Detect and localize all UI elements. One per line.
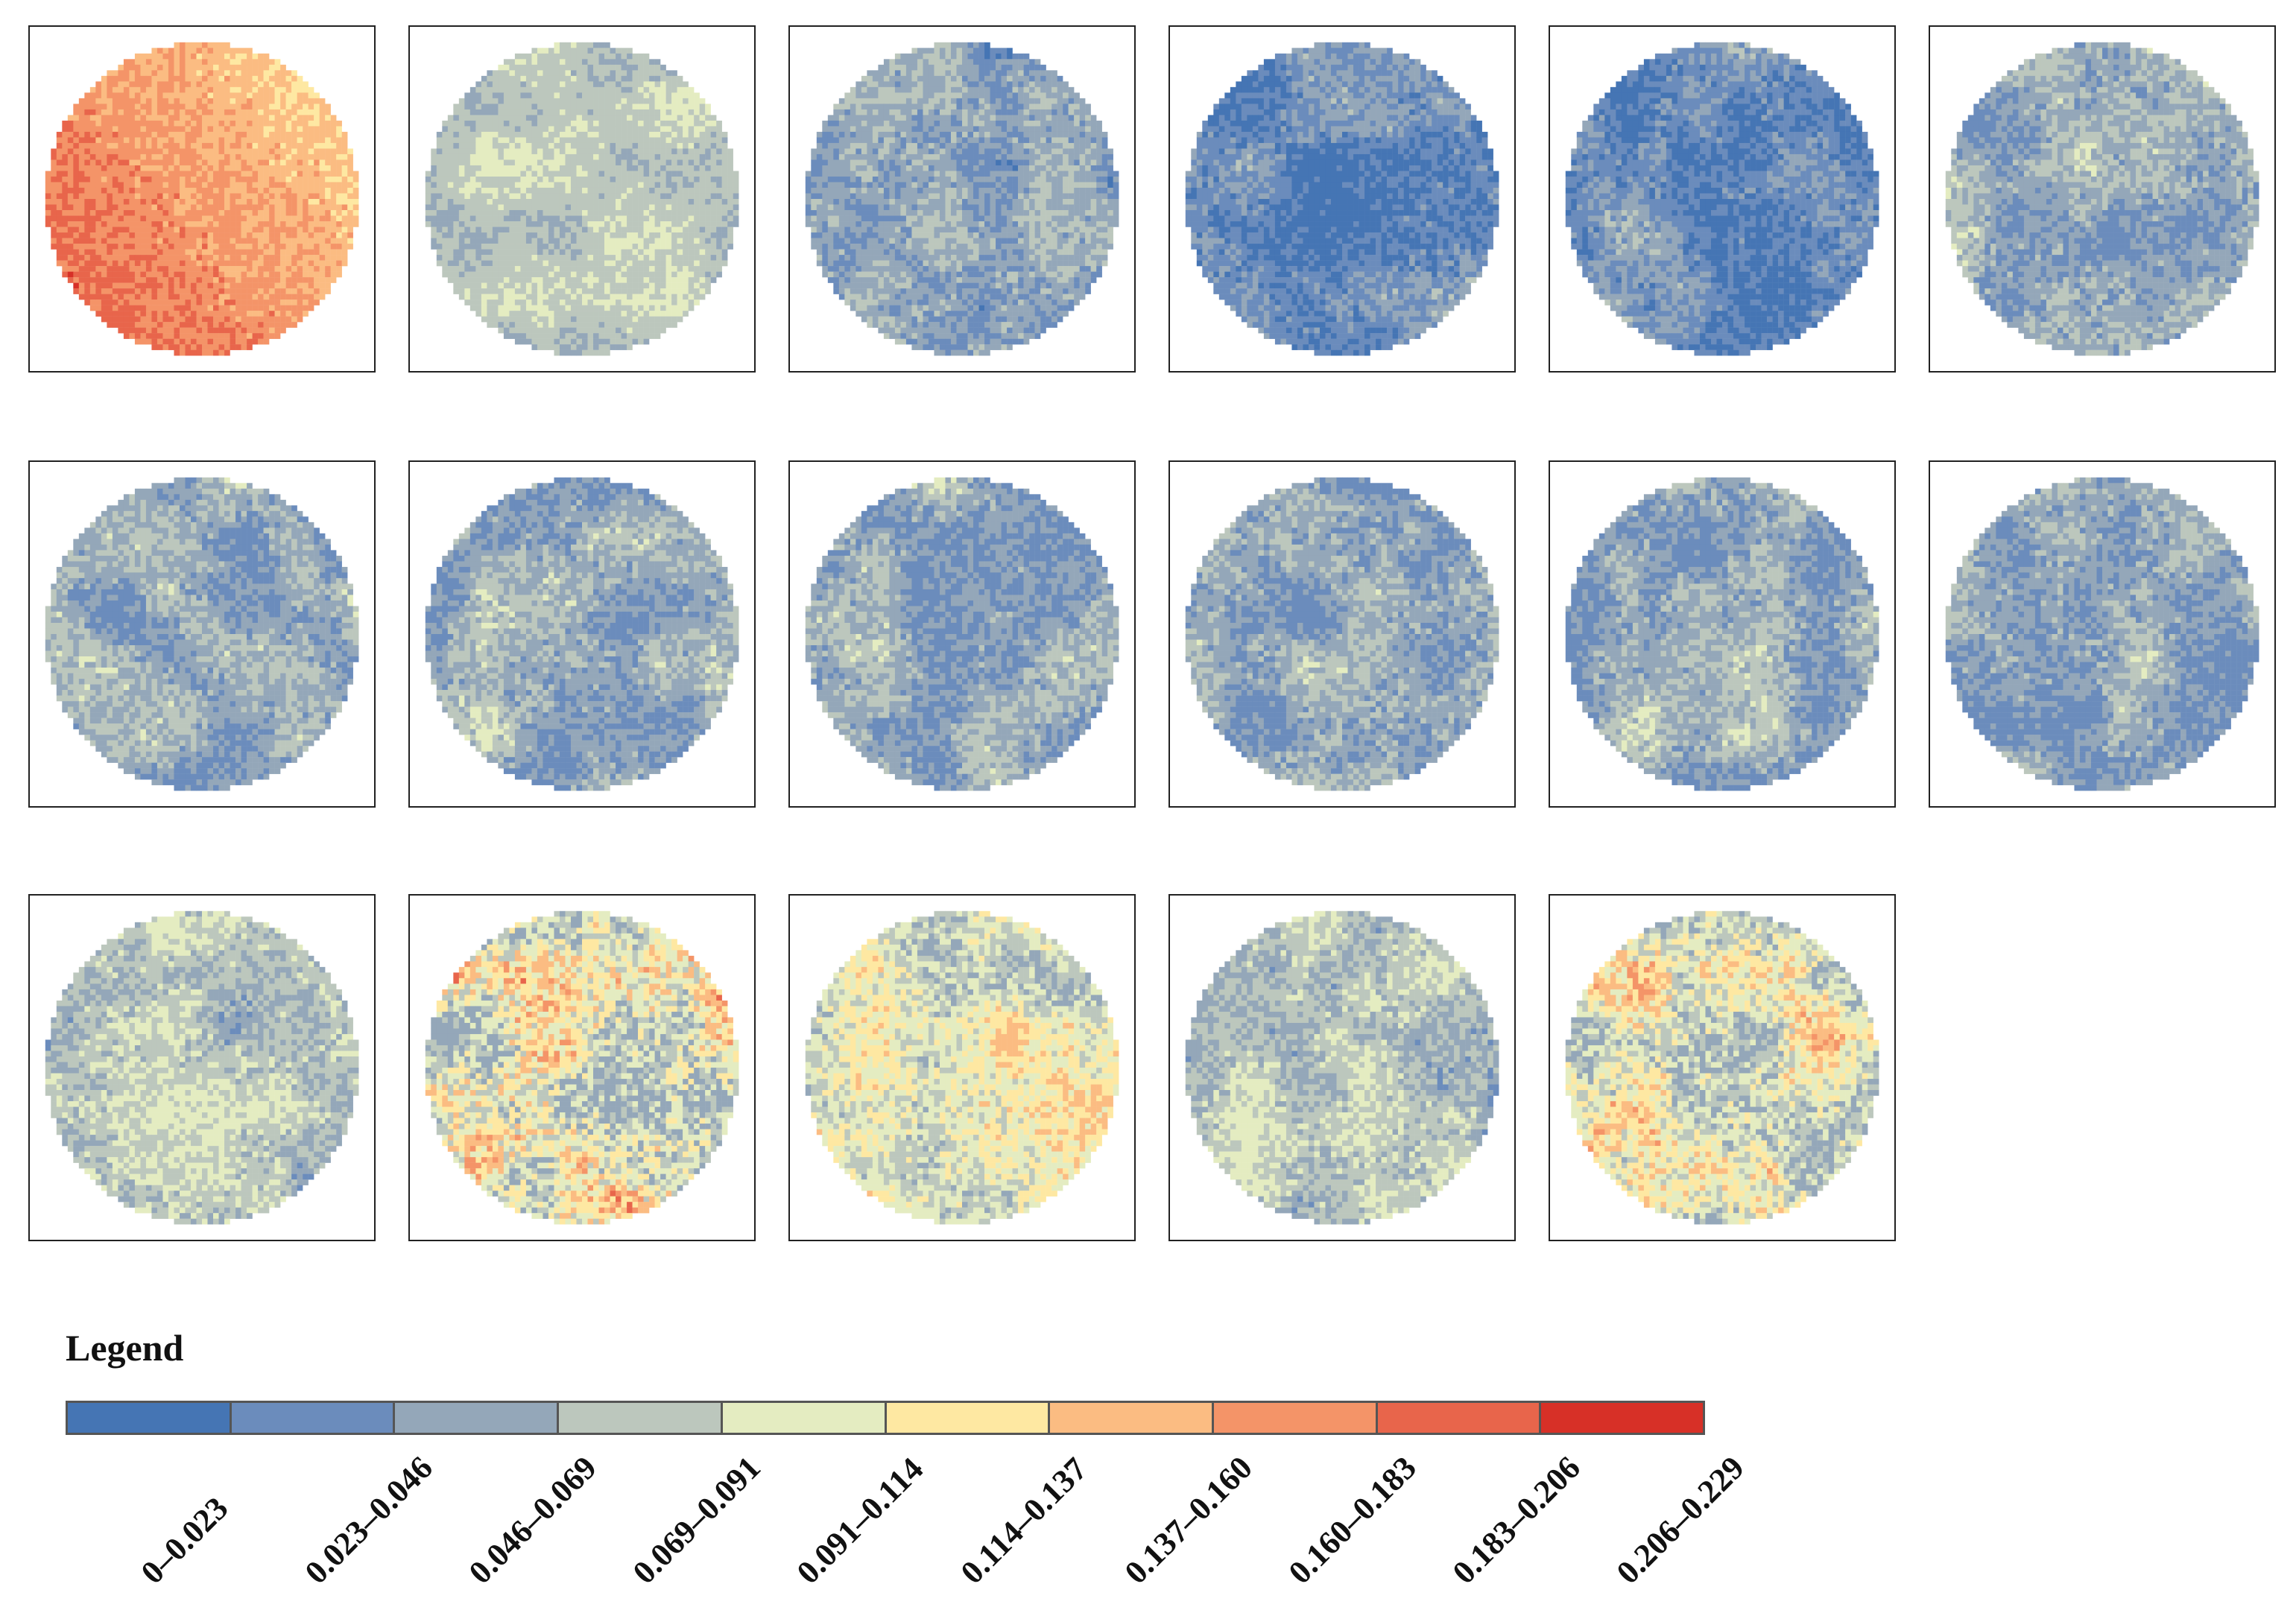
map-disk-14 (425, 910, 739, 1225)
map-disk-15 (805, 910, 1119, 1225)
map-panel-5 (1549, 25, 1896, 373)
legend-label-7: 0.137–0.160 (1117, 1448, 1260, 1591)
legend-label-1: 0–0.023 (133, 1489, 235, 1591)
map-disk-7 (45, 477, 359, 791)
legend-swatch-7 (1050, 1403, 1214, 1433)
map-disk-12 (1945, 477, 2259, 791)
legend-color-bar (66, 1401, 1705, 1435)
map-disk-8 (425, 477, 739, 791)
map-disk-9 (805, 477, 1119, 791)
legend-title: Legend (66, 1326, 183, 1369)
map-disk-16 (1185, 910, 1499, 1225)
legend-swatch-5 (722, 1403, 887, 1433)
legend-label-8: 0.160–0.183 (1281, 1448, 1424, 1591)
map-panel-11 (1549, 460, 1896, 808)
map-panel-16 (1168, 894, 1516, 1241)
map-disk-5 (1565, 42, 1879, 356)
legend-swatch-2 (231, 1403, 396, 1433)
map-disk-4 (1185, 42, 1499, 356)
map-panel-15 (788, 894, 1136, 1241)
legend-label-4: 0.069–0.091 (625, 1448, 768, 1591)
legend-label-9: 0.183–0.206 (1445, 1448, 1588, 1591)
map-disk-11 (1565, 477, 1879, 791)
map-panel-17 (1549, 894, 1896, 1241)
legend-label-3: 0.046–0.069 (461, 1448, 604, 1591)
map-panels-grid (28, 25, 2276, 1241)
map-disk-10 (1185, 477, 1499, 791)
legend-label-10: 0.206–0.229 (1609, 1448, 1752, 1591)
map-panel-1 (28, 25, 376, 373)
legend-swatch-8 (1213, 1403, 1378, 1433)
map-panel-10 (1168, 460, 1516, 808)
legend-label-6: 0.114–0.137 (953, 1450, 1095, 1591)
legend-swatch-9 (1377, 1403, 1542, 1433)
map-disk-2 (425, 42, 739, 356)
map-panel-3 (788, 25, 1136, 373)
legend-swatch-3 (395, 1403, 560, 1433)
map-disk-6 (1945, 42, 2259, 356)
map-panel-7 (28, 460, 376, 808)
legend-swatch-10 (1541, 1403, 1704, 1433)
map-panel-9 (788, 460, 1136, 808)
map-panel-8 (408, 460, 756, 808)
map-disk-17 (1565, 910, 1879, 1225)
map-panel-6 (1929, 25, 2276, 373)
map-panel-13 (28, 894, 376, 1241)
legend-swatch-4 (559, 1403, 723, 1433)
legend-swatch-6 (886, 1403, 1051, 1433)
map-panel-12 (1929, 460, 2276, 808)
map-disk-13 (45, 910, 359, 1225)
map-panel-4 (1168, 25, 1516, 373)
legend: Legend 0–0.023 0.023–0.046 0.046–0.069 0… (0, 1326, 2296, 1616)
legend-swatch-1 (68, 1403, 232, 1433)
map-panel-14 (408, 894, 756, 1241)
map-panel-2 (408, 25, 756, 373)
map-disk-3 (805, 42, 1119, 356)
legend-label-5: 0.091–0.114 (789, 1450, 931, 1591)
legend-label-2: 0.023–0.046 (297, 1448, 440, 1591)
map-disk-1 (45, 42, 359, 356)
